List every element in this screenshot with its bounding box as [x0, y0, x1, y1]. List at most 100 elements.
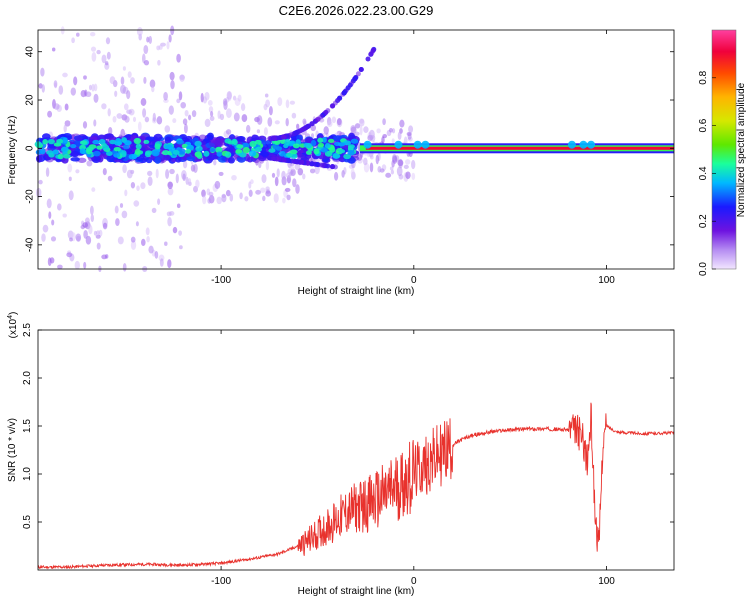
spectrogram-cell	[167, 181, 173, 190]
spectrogram-cell	[96, 242, 101, 250]
spectrogram-cell	[232, 95, 237, 101]
spectrogram-cell	[369, 155, 374, 160]
spectrogram-cell	[195, 145, 203, 152]
spectrogram-cell	[587, 140, 596, 149]
spectrogram-cell	[194, 140, 202, 147]
spectrogram-cell	[244, 196, 249, 202]
snr-line	[37, 402, 675, 570]
spectrogram-cell	[184, 109, 189, 117]
spectrogram-cell	[40, 148, 46, 155]
spectrogram-cell	[405, 171, 411, 179]
spectrogram-cell	[255, 146, 262, 152]
spectrogram-cell	[323, 126, 329, 135]
spectrogram-cell	[209, 147, 216, 153]
spectrogram-cell	[82, 121, 88, 129]
spectrogram-cell	[343, 153, 351, 160]
spectrogram-cell	[144, 116, 150, 123]
spectrogram-cell	[69, 237, 73, 242]
spectrogram-cell	[64, 120, 71, 127]
spectrogram-cell	[54, 82, 58, 89]
spectrogram-ytick-label: -20	[25, 189, 36, 204]
spectrogram-cell	[63, 153, 71, 159]
spectrogram-cell	[186, 156, 196, 162]
snr-multiplier-close: )	[8, 312, 19, 315]
spectrogram-cell	[133, 200, 140, 207]
spectrogram-cell	[163, 91, 168, 101]
spectrogram-cell	[567, 140, 576, 149]
colorbar-tick-label: 0.2	[698, 214, 709, 228]
spectrogram-cell	[66, 252, 73, 258]
spectrogram-cell	[168, 105, 174, 115]
snr-multiplier-base: (x10	[8, 318, 19, 338]
spectrogram-cell	[207, 198, 212, 204]
spectrogram-cell	[96, 230, 100, 236]
spectrogram-cell	[92, 139, 100, 145]
spectrogram-cell	[166, 211, 172, 217]
spectrogram-xtick-label: -100	[211, 275, 231, 286]
spectrogram-cell	[251, 134, 259, 141]
colorbar-label: Normalized spectral amplitude	[736, 82, 747, 217]
spectrogram-cell	[350, 168, 355, 177]
spectrogram-cell	[154, 251, 159, 259]
spectrogram-cell	[327, 138, 335, 144]
spectrogram-cell	[62, 213, 67, 218]
spectrogram-cell	[50, 236, 57, 242]
spectrogram-cell	[299, 159, 305, 165]
spectrogram-cell	[70, 87, 76, 96]
spectrogram-cell	[277, 97, 283, 107]
spectrogram-cell	[145, 150, 153, 156]
spectrogram-cell	[208, 191, 214, 197]
spectrogram-cell	[324, 143, 331, 149]
spectrogram-cell	[40, 67, 45, 77]
spectrogram-cell	[146, 236, 150, 243]
spectrogram-cell	[131, 154, 138, 159]
spectrogram-cell	[123, 103, 129, 111]
spectrogram-cell	[214, 180, 221, 189]
spectrogram-cell	[310, 139, 317, 147]
spectrogram-cell	[153, 133, 163, 141]
spectrogram-cell	[225, 108, 232, 119]
spectrogram-cell	[170, 79, 175, 90]
spectrogram-cell	[169, 71, 175, 81]
spectrogram-cell	[167, 259, 172, 269]
spectrogram-cell	[130, 236, 136, 243]
spectrogram-xtick-label: 0	[411, 275, 417, 286]
spectrogram-cell	[347, 150, 355, 156]
spectrogram-cell	[122, 66, 126, 71]
spectrogram-cell	[48, 211, 52, 219]
spectrogram-cell	[318, 162, 324, 168]
spectrogram-cell	[117, 236, 124, 245]
spectrogram-cell	[280, 138, 286, 144]
spectrogram-cell	[124, 115, 130, 123]
spectrogram-cell	[169, 168, 175, 175]
spectrogram-cell	[45, 167, 50, 177]
spectrogram-cell	[182, 173, 186, 182]
spectrogram-cell	[102, 144, 110, 151]
spectrogram-cell	[207, 100, 213, 106]
spectrogram-cell	[324, 150, 333, 157]
spectrogram-cell	[122, 164, 127, 174]
spectrogram-cell	[206, 154, 216, 161]
spectrogram-cell	[411, 172, 416, 181]
spectrogram-cell	[368, 129, 375, 140]
spectrogram-cell	[121, 150, 127, 157]
spectrogram-cell	[295, 184, 300, 194]
spectrogram-cell	[278, 150, 286, 157]
spectrogram-cell	[93, 230, 98, 236]
spectrogram-cell	[93, 93, 99, 103]
spectrogram-cell	[194, 151, 203, 158]
spectrogram-cell	[147, 170, 153, 176]
spectrogram-cell	[133, 137, 142, 145]
spectrogram-cell	[38, 179, 43, 185]
spectrogram-cell	[102, 222, 108, 230]
spectrogram-cell	[80, 89, 87, 98]
spectrogram-cell	[180, 101, 187, 109]
spectrogram-ytick-label: -40	[25, 237, 36, 252]
spectrogram-cell	[274, 176, 279, 187]
spectrogram-cell	[305, 137, 313, 143]
spectrogram-cell	[83, 75, 87, 80]
spectrogram-cell	[209, 115, 215, 121]
spectrogram-cell	[333, 171, 339, 181]
spectrogram-cell	[219, 113, 225, 121]
spectrogram-cell	[389, 166, 394, 171]
